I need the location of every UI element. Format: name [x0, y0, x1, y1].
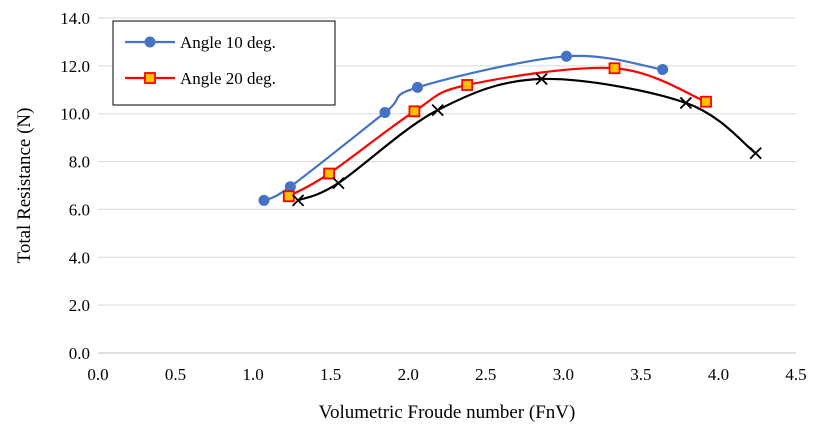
data-point	[332, 176, 345, 190]
series-line	[288, 66, 707, 198]
legend-label: Angle 20 deg.	[180, 69, 276, 88]
data-point	[282, 190, 295, 203]
tick-labels: 0.0 2.0 4.0 6.0 8.0 10.0 12.0 14.0 0.0 0.5 1.0 1.5 2…	[60, 9, 806, 384]
x-tick-label: 0.5	[165, 365, 186, 384]
x-marker-stroke	[535, 72, 548, 86]
y-tick-label: 6.0	[69, 200, 90, 219]
x-tick-label: 1.0	[242, 365, 263, 384]
y-tick-label: 8.0	[69, 153, 90, 172]
data-point	[379, 107, 391, 119]
legend: Angle 10 deg. Angle 20 deg.	[112, 20, 336, 106]
y-axis-title: Total Resistance (N)	[14, 108, 35, 264]
series-line	[297, 77, 757, 202]
legend-swatch-marker	[144, 36, 156, 48]
series-3	[291, 72, 762, 207]
x-marker-stroke	[431, 103, 444, 117]
x-marker-stroke	[749, 147, 762, 160]
x-tick-label: 1.5	[320, 365, 341, 384]
data-point	[408, 105, 421, 118]
data-point	[258, 194, 270, 206]
y-tick-label: 0.0	[69, 344, 90, 363]
legend-box	[112, 20, 336, 106]
legend-item: Angle 20 deg.	[125, 69, 276, 88]
x-marker-stroke	[332, 176, 345, 190]
x-tick-label: 4.0	[708, 365, 729, 384]
series-2	[282, 62, 712, 203]
y-tick-label: 10.0	[60, 105, 90, 124]
y-tick-label: 4.0	[69, 248, 90, 267]
data-point	[284, 181, 296, 193]
data-point	[535, 72, 548, 86]
legend-item: Angle 10 deg.	[125, 33, 276, 52]
series-layer	[258, 50, 762, 207]
data-point	[608, 62, 621, 75]
data-point	[657, 63, 669, 75]
legend-label: Angle 10 deg.	[180, 33, 276, 52]
data-point	[700, 95, 712, 108]
y-tick-label: 14.0	[60, 9, 90, 28]
data-point	[749, 147, 762, 160]
legend-swatch-marker	[144, 72, 156, 84]
x-marker-stroke	[291, 194, 305, 207]
series-1	[258, 50, 669, 206]
x-tick-label: 3.0	[553, 365, 574, 384]
x-axis-title: Volumetric Froude number (FnV)	[319, 402, 576, 423]
x-tick-label: 0.0	[87, 365, 108, 384]
data-point	[461, 79, 474, 91]
x-tick-label: 2.5	[475, 365, 496, 384]
y-tick-label: 2.0	[69, 296, 90, 315]
data-point	[412, 81, 424, 93]
data-point	[291, 194, 305, 207]
data-point	[560, 50, 572, 62]
x-tick-label: 3.5	[630, 365, 651, 384]
x-marker-stroke	[679, 96, 693, 110]
x-tick-label: 4.5	[785, 365, 806, 384]
data-point	[431, 103, 444, 117]
data-point	[323, 167, 336, 180]
x-tick-label: 2.0	[398, 365, 419, 384]
y-tick-label: 12.0	[60, 57, 90, 76]
data-point	[679, 96, 693, 110]
